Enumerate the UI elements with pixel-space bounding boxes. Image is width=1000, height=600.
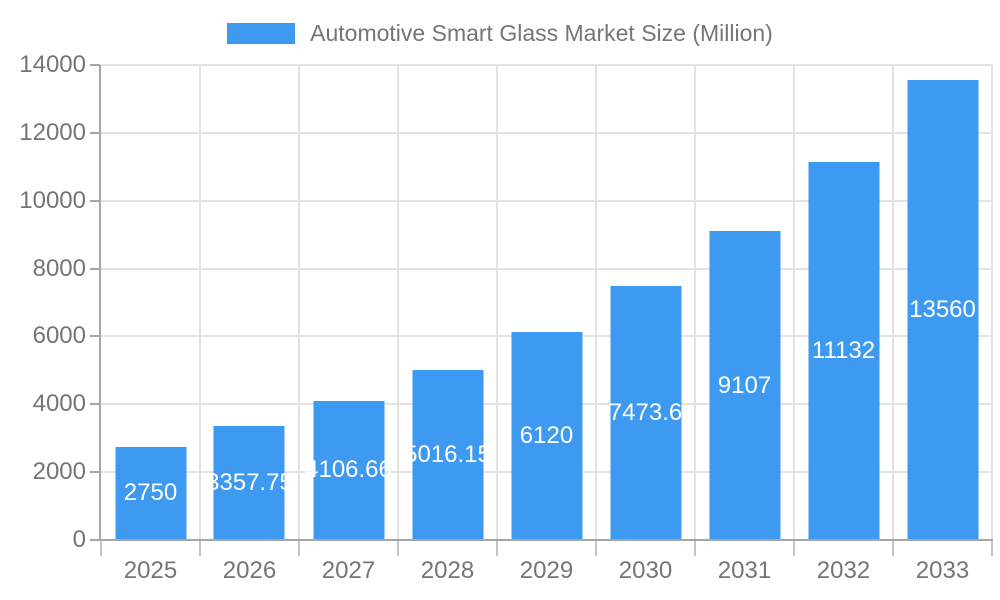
bar: 9107 [709,231,780,540]
y-tick [90,335,100,338]
y-axis: 0 2000 4000 6000 8000 10000 12000 14000 [0,51,101,553]
bar-value-label: 3357.75 [206,469,293,497]
y-tick-label: 12000 [19,118,86,146]
bar-value-label: 5016.15 [404,440,491,468]
bar-value-label: 4106.66 [305,456,392,484]
bar: 2750 [115,446,186,540]
bar: 7473.6 [608,286,683,540]
x-tick-label: 2032 [816,557,871,584]
gridline-v [199,65,201,540]
bar-value-label: 7473.6 [608,399,683,427]
y-tick-label: 0 [72,526,86,553]
bar: 4106.66 [305,400,392,540]
bar: 3357.75 [206,426,293,540]
plot-area: 2750 3357.75 4106.66 5016.15 6120 7473.6 9107 1… [101,64,993,540]
legend: Automotive Smart Glass Market Size (Mill… [0,20,1000,47]
x-tick [892,541,894,556]
gridline-v [396,65,399,540]
y-tick [90,64,100,66]
x-tick-label: 2027 [321,557,376,584]
x-tick [396,541,399,556]
x-tick-label: 2030 [618,557,673,584]
y-tick [90,267,100,270]
y-tick [90,403,100,406]
y-tick-label: 8000 [32,254,86,282]
legend-swatch [227,23,296,44]
x-tick [496,541,498,556]
gridline-v [595,65,597,540]
y-tick [90,539,100,541]
bar: 6120 [511,332,582,540]
x-tick [595,541,597,556]
legend-label: Automotive Smart Glass Market Size (Mill… [310,20,773,46]
gridline-v [892,65,894,540]
gridline-v [793,65,795,540]
x-tick [298,541,300,556]
bar-value-label: 6120 [519,422,574,450]
y-axis-line [99,65,101,540]
bar-value-label: 9107 [717,371,772,399]
gridline-v [693,65,696,540]
x-tick [793,541,795,556]
x-tick-label: 2025 [123,557,178,584]
x-axis: 2025 2026 2027 2028 2029 2030 2031 2032 2033 [100,541,993,600]
x-tick-label: 2026 [222,557,277,584]
gridline-h [101,131,992,134]
gridline-v [298,65,300,540]
bar: 11132 [808,162,879,540]
x-tick [100,541,102,556]
x-tick [199,541,201,556]
x-tick-label: 2033 [915,557,970,584]
x-tick-label: 2028 [420,557,475,584]
bar: 13560 [907,79,978,540]
bar: 5016.15 [404,369,491,540]
y-tick-label: 6000 [32,322,86,350]
gridline-v [991,65,993,540]
x-tick [693,541,696,556]
x-tick-label: 2031 [717,557,772,584]
x-axis-line [99,539,993,541]
gridline-v [496,65,498,540]
bar-value-label: 2750 [123,479,178,507]
bar-value-label: 11132 [811,337,876,365]
y-tick-label: 2000 [32,458,86,486]
bar-value-label: 13560 [909,295,976,323]
gridline-h [101,267,992,270]
x-tick-label: 2029 [519,557,574,584]
y-tick-label: 14000 [19,51,86,78]
y-tick-label: 4000 [32,390,86,418]
y-tick [90,131,100,134]
x-tick [991,541,993,556]
gridline-h [101,199,992,202]
y-tick-label: 10000 [19,186,86,214]
gridline-h [101,64,992,66]
y-tick [90,471,100,474]
y-tick [90,199,100,202]
